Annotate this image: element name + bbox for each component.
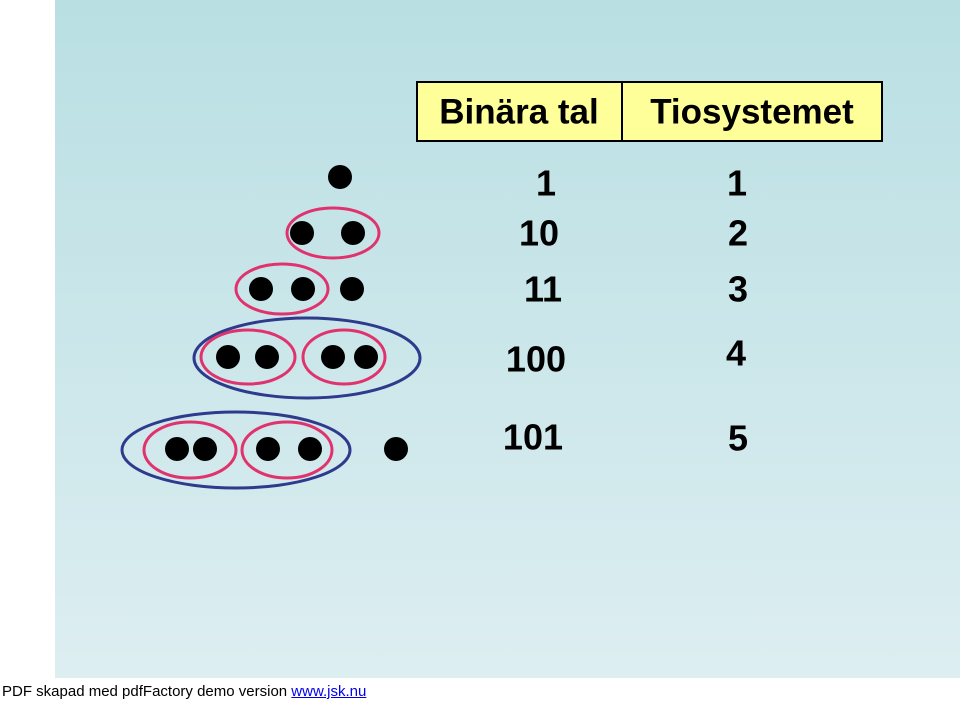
dot xyxy=(290,221,314,245)
dot xyxy=(193,437,217,461)
dot xyxy=(256,437,280,461)
dot xyxy=(341,221,365,245)
pair-ellipse xyxy=(142,420,238,480)
pair-ellipse xyxy=(199,328,297,386)
decimal-value: 1 xyxy=(727,163,747,204)
quad-ellipse xyxy=(120,410,352,490)
dot xyxy=(165,437,189,461)
dot xyxy=(354,345,378,369)
binary-value: 1 xyxy=(536,163,556,204)
decimal-value: 5 xyxy=(728,418,748,459)
footer-text: PDF skapad med pdfFactory demo version xyxy=(2,683,288,700)
binary-value: 11 xyxy=(524,269,562,310)
binary-value: 100 xyxy=(506,339,566,380)
pair-ellipse xyxy=(234,262,330,316)
header-box xyxy=(416,81,883,142)
footer: PDF skapad med pdfFactory demo version w… xyxy=(2,683,366,700)
decimal-value: 3 xyxy=(728,269,748,310)
binary-value: 10 xyxy=(519,213,559,254)
pair-ellipse xyxy=(240,420,334,480)
header-left: Binära tal xyxy=(439,92,599,131)
dot xyxy=(298,437,322,461)
decimal-value: 4 xyxy=(726,333,746,374)
pair-ellipse xyxy=(301,328,387,386)
dot xyxy=(321,345,345,369)
dots xyxy=(165,165,408,461)
dot xyxy=(255,345,279,369)
header-right: Tiosystemet xyxy=(650,92,854,131)
dot xyxy=(216,345,240,369)
dot xyxy=(340,277,364,301)
footer-link[interactable]: www.jsk.nu xyxy=(291,683,367,700)
dot xyxy=(291,277,315,301)
pair-ellipse xyxy=(285,206,381,260)
decimal-value: 2 xyxy=(728,213,748,254)
quad-ellipse xyxy=(192,316,422,400)
dot xyxy=(328,165,352,189)
dot xyxy=(249,277,273,301)
groupings xyxy=(120,206,422,490)
dot xyxy=(384,437,408,461)
binary-value: 101 xyxy=(503,417,563,458)
